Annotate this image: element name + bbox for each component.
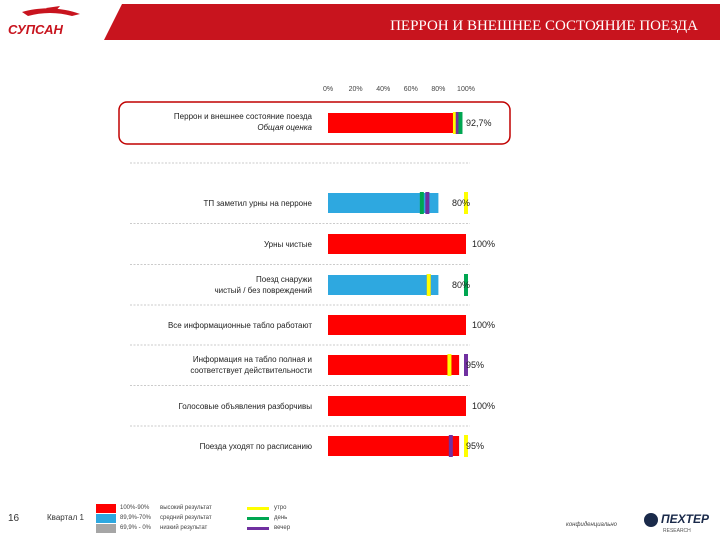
- header: СУПСАН ПЕРРОН И ВНЕШНЕЕ СОСТОЯНИЕ ПОЕЗДА: [0, 0, 720, 42]
- time-marker: [464, 274, 468, 296]
- category-label-line2: соответствует действительности: [190, 366, 312, 375]
- time-marker: [425, 192, 430, 214]
- legend-range: 89,9%-70%: [120, 515, 152, 521]
- x-tick-label: 0%: [323, 86, 333, 93]
- bar: [328, 436, 460, 456]
- brand-name: ПЕХТЕР: [661, 512, 709, 526]
- category-label: Голосовые объявления разборчивы: [178, 402, 312, 411]
- legend-time-label: вечер: [274, 525, 291, 531]
- legend-time-evening: вечер: [247, 523, 327, 533]
- category-label: Информация на табло полная и: [193, 355, 312, 364]
- value-label: 100%: [472, 320, 495, 330]
- category-label: Поезда уходят по расписанию: [200, 442, 312, 451]
- legend-scale-low: 69,9% - 0% низкий результат: [96, 523, 256, 533]
- legend-scale-high: 100%-90% высокий результат: [96, 503, 256, 513]
- legend-time-label: утро: [274, 505, 287, 511]
- bar: [328, 113, 456, 133]
- category-sublabel: Общая оценка: [257, 123, 312, 132]
- bar: [328, 193, 439, 213]
- title-band: [104, 4, 720, 40]
- x-tick-label: 20%: [349, 86, 363, 93]
- time-marker: [419, 192, 424, 214]
- svg-text:СУПСАН: СУПСАН: [8, 22, 64, 37]
- legend-scale: 100%-90% высокий результат 89,9%-70% сре…: [96, 503, 256, 533]
- category-label: Поезд снаружи: [256, 275, 312, 284]
- legend-line: [247, 526, 269, 530]
- brand-sub: RESEARCH: [663, 528, 691, 534]
- bar: [328, 315, 466, 335]
- category-label: Урны чистые: [264, 240, 313, 249]
- time-marker: [452, 112, 457, 134]
- value-label: 80%: [452, 280, 470, 290]
- x-tick-label: 60%: [404, 86, 418, 93]
- legend-desc: средний результат: [160, 515, 212, 521]
- bar-chart: 0% 20% 40% 60% 80% 100% Перрон и внешнее состо…: [118, 86, 511, 457]
- legend-swatch: [96, 513, 116, 523]
- value-label: 80%: [452, 198, 470, 208]
- x-tick-label: 100%: [457, 86, 475, 93]
- time-marker: [448, 435, 453, 457]
- time-marker: [447, 354, 452, 376]
- brand-logo: ПЕХТЕР RESEARCH: [644, 512, 716, 538]
- legend-line: [247, 516, 269, 520]
- value-label: 100%: [472, 239, 495, 249]
- legend-desc: высокий результат: [160, 505, 212, 511]
- legend-time-morning: утро: [247, 503, 327, 513]
- period-label: Квартал 1: [47, 513, 84, 522]
- x-tick-label: 80%: [431, 86, 445, 93]
- legend-line: [247, 506, 269, 510]
- page-title: ПЕРРОН И ВНЕШНЕЕ СОСТОЯНИЕ ПОЕЗДА: [390, 18, 698, 34]
- confidential-note: конфиденциально: [566, 522, 617, 528]
- value-label: 95%: [466, 360, 484, 370]
- time-marker: [455, 112, 460, 134]
- legend-scale-medium: 89,9%-70% средний результат: [96, 513, 256, 523]
- category-label-line2: чистый / без повреждений: [214, 286, 312, 295]
- value-label: 92,7%: [466, 118, 492, 128]
- category-label: Перрон и внешнее состояние поезда: [174, 112, 313, 121]
- sapsan-logo: СУПСАН: [8, 6, 80, 37]
- value-label: 100%: [472, 401, 495, 411]
- value-label: 95%: [466, 441, 484, 451]
- legend-time-day: день: [247, 513, 327, 523]
- legend-range: 69,9% - 0%: [120, 525, 152, 531]
- category-label: Все информационные табло работают: [168, 321, 312, 330]
- bar: [328, 355, 460, 375]
- time-marker: [426, 274, 431, 296]
- legend-range: 100%-90%: [120, 505, 150, 511]
- category-label: ТП заметил урны на перроне: [203, 199, 312, 208]
- legend-swatch: [96, 503, 116, 513]
- bar: [328, 396, 466, 416]
- bar: [328, 275, 439, 295]
- page-number: 16: [8, 513, 20, 524]
- legend-desc: низкий результат: [160, 525, 208, 531]
- time-marker: [464, 354, 468, 376]
- time-marker: [464, 192, 468, 214]
- bar: [328, 234, 466, 254]
- legend-time: утро день вечер: [247, 503, 327, 533]
- brand-mark-icon: [644, 513, 658, 527]
- legend-time-label: день: [274, 515, 288, 521]
- x-tick-label: 40%: [376, 86, 390, 93]
- time-marker: [464, 435, 468, 457]
- time-marker: [458, 112, 463, 134]
- highlight-frame: [118, 101, 511, 145]
- legend-swatch: [96, 523, 116, 533]
